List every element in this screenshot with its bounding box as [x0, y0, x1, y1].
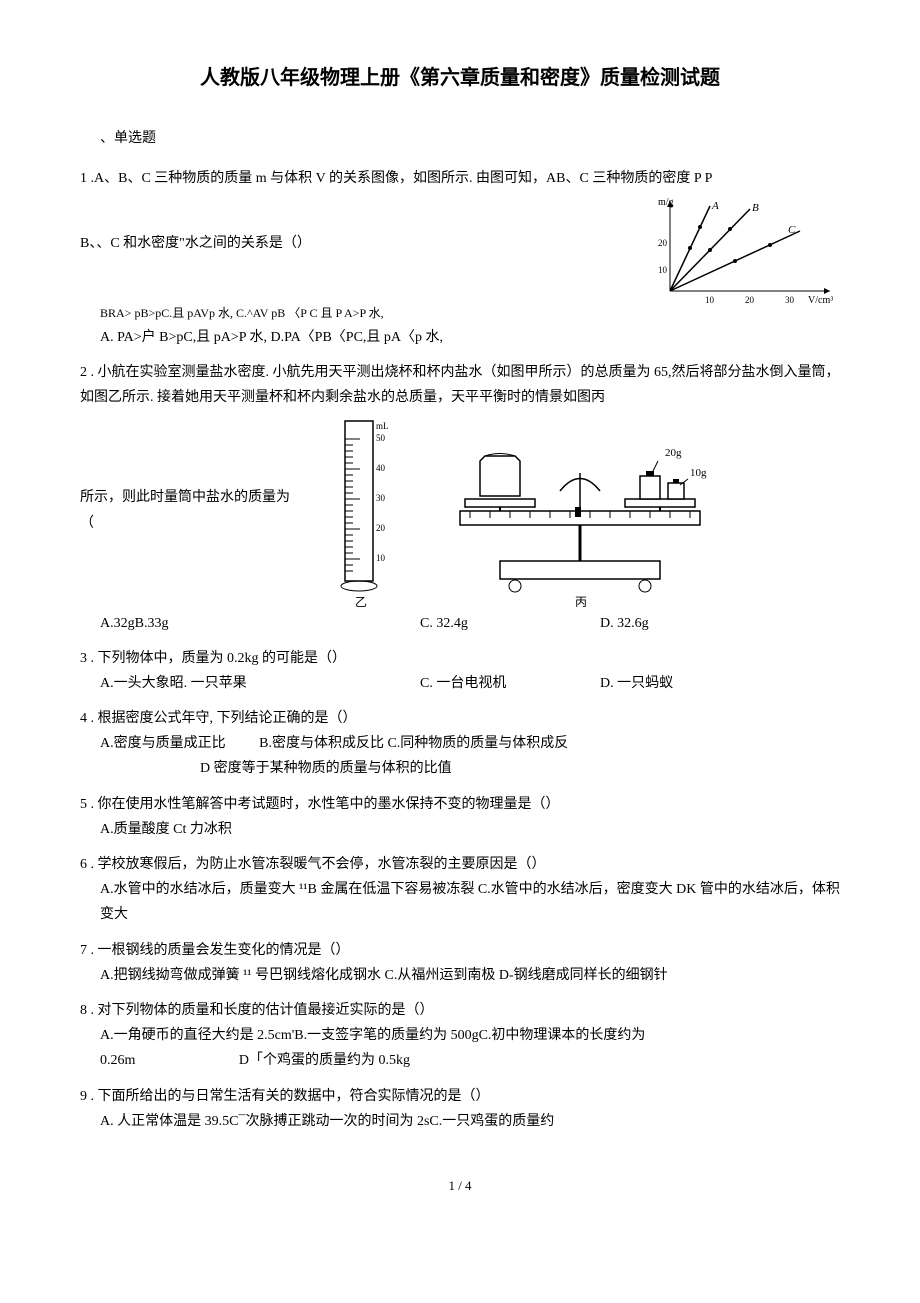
q4-stem: 4 . 根据密度公式年守, 下列结论正确的是（）	[80, 706, 840, 731]
q6-stem: 6 . 学校放寒假后，为防止水管冻裂暖气不会停，水管冻裂的主要原因是（）	[80, 852, 840, 877]
svg-text:C: C	[788, 224, 796, 236]
q5-optA: A.质量酸度 Ct 力冰积	[100, 817, 840, 842]
svg-text:mL: mL	[376, 421, 389, 431]
q5-stem: 5 . 你在使用水性笔解答中考试题时，水性笔中的墨水保持不变的物理量是（）	[80, 792, 840, 817]
q1-stem: 1 .A、B、C 三种物质的质量 m 与体积 V 的关系图像，如图所示. 由图可…	[80, 166, 840, 191]
q8-line2a: 0.26m	[100, 1053, 135, 1068]
svg-text:30: 30	[785, 295, 795, 305]
q7-optA: A.把钢线拗弯做成弹簧 ¹¹ 号巴钢线熔化成钢水 C.从福州运到南极 D-钢线磨…	[100, 963, 840, 988]
q2-optD: D. 32.6g	[600, 611, 720, 636]
svg-text:m/g: m/g	[658, 197, 674, 208]
section-label: 、单选题	[100, 126, 840, 151]
q8-line2b: D「个鸡蛋的质量约为 0.5kg	[239, 1053, 410, 1068]
svg-text:V/cm³: V/cm³	[808, 295, 833, 306]
question-5: 5 . 你在使用水性笔解答中考试题时，水性笔中的墨水保持不变的物理量是（） A.…	[80, 792, 840, 842]
page-title: 人教版八年级物理上册《第六章质量和密度》质量检测试题	[80, 60, 840, 96]
svg-text:10g: 10g	[690, 467, 707, 479]
question-8: 8 . 对下列物体的质量和长度的估计值最接近实际的是（） A.一角硬币的直径大约…	[80, 998, 840, 1074]
q3-optA: A.一头大象昭. 一只苹果	[100, 671, 420, 696]
svg-text:50: 50	[376, 433, 386, 443]
q1-chart: m/g 20 10 10 20 30 V/cm³ A B C	[640, 191, 840, 311]
q3-stem: 3 . 下列物体中，质量为 0.2kg 的可能是（）	[80, 646, 840, 671]
question-2: 2 . 小航在实验室测量盐水密度. 小航先用天平测出烧杯和杯内盐水（如图甲所示）…	[80, 360, 840, 636]
q4-optA: A.密度与质量成正比	[100, 736, 226, 751]
question-4: 4 . 根据密度公式年守, 下列结论正确的是（） A.密度与质量成正比 B.密度…	[80, 706, 840, 782]
svg-text:10: 10	[658, 265, 668, 275]
q3-optD: D. 一只蚂蚁	[600, 671, 720, 696]
svg-text:20: 20	[376, 523, 386, 533]
q2-diagram: mL 50 40 30 20 10	[320, 411, 840, 611]
q3-optC: C. 一台电视机	[420, 671, 600, 696]
svg-text:20: 20	[745, 295, 755, 305]
q2-mid: 所示，则此时量筒中盐水的质量为（	[80, 485, 300, 535]
svg-text:30: 30	[376, 493, 386, 503]
q2-optA: A.32gB.33g	[100, 611, 420, 636]
q2-optC: C. 32.4g	[420, 611, 600, 636]
svg-text:乙: 乙	[355, 595, 367, 609]
q2-stem: 2 . 小航在实验室测量盐水密度. 小航先用天平测出烧杯和杯内盐水（如图甲所示）…	[80, 360, 840, 410]
q9-optA: A. 人正常体温是 39.5C¯次脉搏正跳动一次的时间为 2sC.一只鸡蛋的质量…	[100, 1109, 840, 1134]
question-6: 6 . 学校放寒假后，为防止水管冻裂暖气不会停，水管冻裂的主要原因是（） A.水…	[80, 852, 840, 928]
svg-text:B: B	[752, 202, 759, 214]
q6-optA: A.水管中的水结冰后，质量变大 ¹¹B 金属在低温下容易被冻裂 C.水管中的水结…	[100, 877, 840, 927]
svg-text:40: 40	[376, 463, 386, 473]
q1-mid: B、、C 和水密度"水之间的关系是（）	[80, 231, 610, 256]
question-7: 7 . 一根钢线的质量会发生变化的情况是（） A.把钢线拗弯做成弹簧 ¹¹ 号巴…	[80, 938, 840, 988]
q1-optA: A. PA>户 B>pC,且 pA>P 水, D.PA〈PB〈PC,且 pA〈p…	[100, 325, 840, 350]
q4-optB: B.密度与体积成反比 C.同种物质的质量与体积成反	[259, 736, 568, 751]
question-3: 3 . 下列物体中，质量为 0.2kg 的可能是（） A.一头大象昭. 一只苹果…	[80, 646, 840, 696]
question-1: 1 .A、B、C 三种物质的质量 m 与体积 V 的关系图像，如图所示. 由图可…	[80, 166, 840, 350]
svg-text:10: 10	[705, 295, 715, 305]
svg-text:丙: 丙	[575, 595, 587, 609]
svg-text:20g: 20g	[665, 447, 682, 459]
svg-text:20: 20	[658, 238, 668, 248]
q8-optA: A.一角硬币的直径大约是 2.5cm'B.一支签字笔的质量约为 500gC.初中…	[100, 1023, 840, 1048]
page-number: 1 / 4	[80, 1174, 840, 1197]
svg-text:A: A	[711, 200, 719, 212]
question-9: 9 . 下面所给出的与日常生活有关的数据中，符合实际情况的是（） A. 人正常体…	[80, 1084, 840, 1134]
q9-stem: 9 . 下面所给出的与日常生活有关的数据中，符合实际情况的是（）	[80, 1084, 840, 1109]
svg-text:10: 10	[376, 553, 386, 563]
q8-stem: 8 . 对下列物体的质量和长度的估计值最接近实际的是（）	[80, 998, 840, 1023]
q4-optD: D 密度等于某种物质的质量与体积的比值	[200, 756, 840, 781]
q7-stem: 7 . 一根钢线的质量会发生变化的情况是（）	[80, 938, 840, 963]
